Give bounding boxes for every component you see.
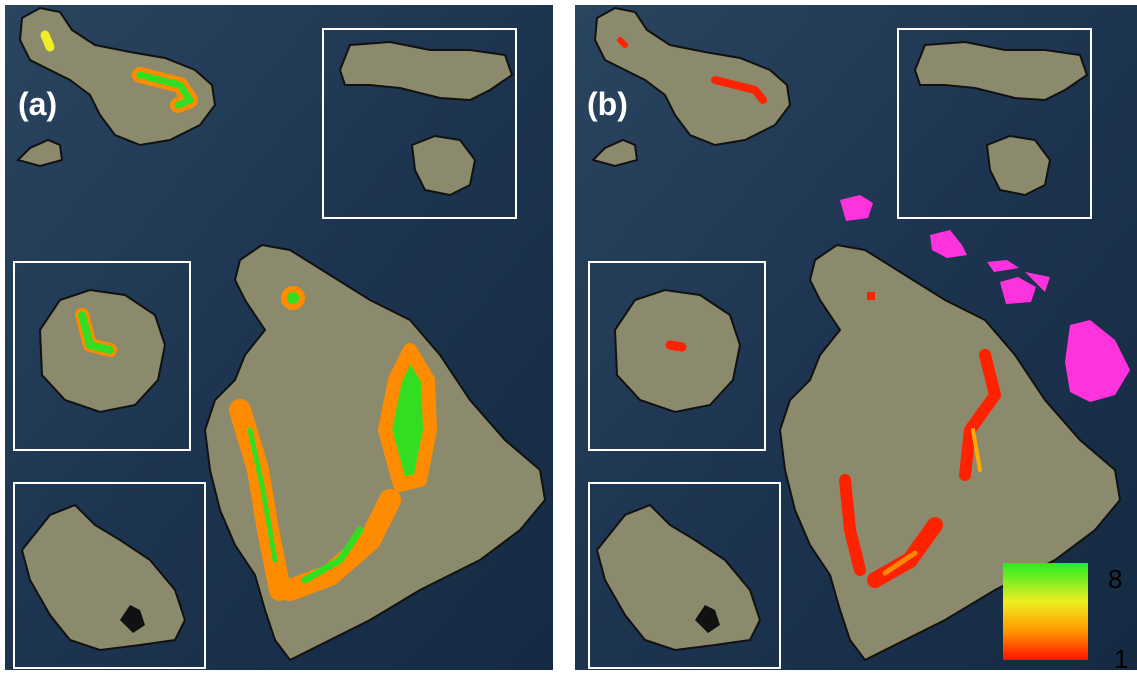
panel-a: (a) bbox=[5, 5, 553, 670]
map-figure: (a) (b) 8 1 bbox=[0, 0, 1137, 675]
legend-max: 8 bbox=[1108, 564, 1122, 594]
panel-label: (b) bbox=[587, 86, 628, 122]
legend-colorbar bbox=[1003, 563, 1088, 660]
panel-b bbox=[575, 5, 1137, 670]
panel-label: (a) bbox=[18, 86, 57, 122]
legend-min: 1 bbox=[1114, 644, 1128, 674]
